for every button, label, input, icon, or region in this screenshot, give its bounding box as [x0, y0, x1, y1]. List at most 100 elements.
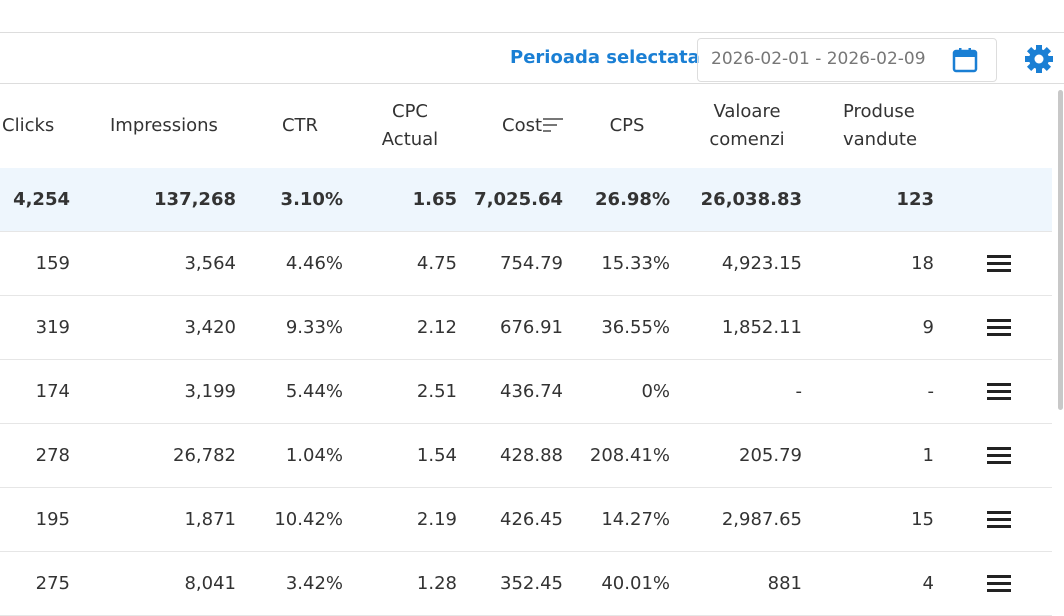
cell: 436.74 — [500, 381, 563, 402]
menu-icon-bar[interactable] — [987, 589, 1011, 592]
period-label: Perioada selectata — [510, 47, 700, 68]
column-header: CPC Actual — [381, 101, 439, 150]
cell: 4 — [922, 573, 934, 594]
cell: 205.79 — [739, 445, 802, 466]
total-cell: 26.98% — [595, 189, 670, 210]
menu-icon-bar[interactable] — [987, 511, 1011, 514]
cell: 1,871 — [184, 509, 236, 530]
menu-icon-bar[interactable] — [987, 255, 1011, 258]
total-cell: 123 — [896, 189, 934, 210]
table-row: 174 3,199 5.44% 2.51 436.74 0% - - — [0, 360, 1052, 424]
cell: 3,199 — [184, 381, 236, 402]
table-row: 319 3,420 9.33% 2.12 676.91 36.55% 1,852.11 9 — [0, 296, 1052, 360]
table: Clicks Impressions CTR CPC Actual Cost CPS Val… — [0, 84, 1064, 616]
menu-icon-bar[interactable] — [987, 518, 1011, 521]
top-divider — [0, 32, 1064, 33]
cell: 40.01% — [601, 573, 670, 594]
cell: 174 — [35, 381, 70, 402]
scrollbar — [1058, 90, 1063, 410]
sort-icon[interactable] — [543, 118, 565, 134]
cell: 5.44% — [285, 381, 343, 402]
table-row: 195 1,871 10.42% 2.19 426.45 14.27% 2,987.65 15 — [0, 488, 1052, 552]
cell: 9 — [922, 317, 934, 338]
menu-icon-bar[interactable] — [987, 582, 1011, 585]
total-cell: 3.10% — [280, 189, 343, 210]
cell: 676.91 — [500, 317, 563, 338]
cell: 3,564 — [184, 253, 236, 274]
cell: 3,420 — [184, 317, 236, 338]
cell: 4.75 — [416, 253, 457, 274]
cell: 319 — [35, 317, 70, 338]
settings-icon[interactable] — [1024, 44, 1054, 74]
cell: 4.46% — [285, 253, 343, 274]
toolbar-divider — [0, 83, 1064, 84]
total-cell: 26,038.83 — [700, 189, 802, 210]
cell: - — [927, 381, 935, 402]
cell: 754.79 — [500, 253, 563, 274]
cell: 1.28 — [416, 573, 457, 594]
cell: 10.42% — [274, 509, 343, 530]
table-row: 275 8,041 3.42% 1.28 352.45 40.01% 881 4 — [0, 552, 1052, 616]
column-header: Clicks — [2, 115, 55, 136]
date-input[interactable]: 2026-02-01 - 2026-02-09 — [697, 38, 997, 82]
cell: 159 — [35, 253, 70, 274]
menu-icon-bar[interactable] — [987, 262, 1011, 265]
column-header: CPS — [609, 115, 645, 136]
cell: 14.27% — [601, 509, 670, 530]
cell: 26,782 — [173, 445, 236, 466]
cell: 428.88 — [500, 445, 563, 466]
total-cell: 137,268 — [154, 189, 236, 210]
table-row: 159 3,564 4.46% 4.75 754.79 15.33% 4,923.15 18 — [0, 232, 1052, 296]
menu-icon-bar[interactable] — [987, 454, 1011, 457]
cell: 426.45 — [500, 509, 563, 530]
menu-icon-bar[interactable] — [987, 525, 1011, 528]
column-header: CTR — [281, 115, 319, 136]
totals-row: 4,254 137,268 3.10% 1.65 7,025.64 26.98% 26,03… — [0, 168, 1052, 232]
menu-icon-bar[interactable] — [987, 319, 1011, 322]
cell: 9.33% — [285, 317, 343, 338]
total-cell: 4,254 — [13, 189, 70, 210]
menu-icon-bar[interactable] — [987, 461, 1011, 464]
cell: 275 — [35, 573, 70, 594]
cell: 2.19 — [416, 509, 457, 530]
cell: 1 — [922, 445, 934, 466]
cell: 8,041 — [184, 573, 236, 594]
calendar-icon — [952, 48, 978, 73]
menu-icon-bar[interactable] — [987, 575, 1011, 578]
date-range: 2026-02-01 - 2026-02-09 — [711, 49, 926, 69]
cell: 36.55% — [601, 317, 670, 338]
menu-icon-bar[interactable] — [987, 269, 1011, 272]
cell: 1,852.11 — [721, 317, 802, 338]
menu-icon-bar[interactable] — [987, 390, 1011, 393]
cell: 15.33% — [601, 253, 670, 274]
cell: 0% — [641, 381, 670, 402]
menu-icon-bar[interactable] — [987, 447, 1011, 450]
column-header: Valoare comenzi — [709, 101, 785, 150]
column-header: Impressions — [110, 115, 218, 136]
cell: - — [795, 381, 803, 402]
menu-icon-bar[interactable] — [987, 326, 1011, 329]
cell: 278 — [35, 445, 70, 466]
cell: 195 — [35, 509, 70, 530]
cell: 1.54 — [416, 445, 457, 466]
cell: 2,987.65 — [721, 509, 802, 530]
menu-icon-bar[interactable] — [987, 383, 1011, 386]
cell: 15 — [911, 509, 934, 530]
cell: 2.51 — [416, 381, 457, 402]
cell: 3.42% — [285, 573, 343, 594]
cell: 4,923.15 — [721, 253, 802, 274]
menu-icon-bar[interactable] — [987, 333, 1011, 336]
table-row: 278 26,782 1.04% 1.54 428.88 208.41% 205.79 1 — [0, 424, 1052, 488]
column-header: Produse vandute — [843, 101, 918, 150]
cell: 1.04% — [285, 445, 343, 466]
cell: 881 — [767, 573, 802, 594]
cell: 208.41% — [589, 445, 670, 466]
menu-icon-bar[interactable] — [987, 397, 1011, 400]
total-cell: 7,025.64 — [474, 189, 563, 210]
total-cell: 1.65 — [412, 189, 457, 210]
column-header[interactable]: Cost — [502, 115, 543, 136]
cell: 2.12 — [416, 317, 457, 338]
cell: 18 — [911, 253, 934, 274]
cell: 352.45 — [500, 573, 563, 594]
